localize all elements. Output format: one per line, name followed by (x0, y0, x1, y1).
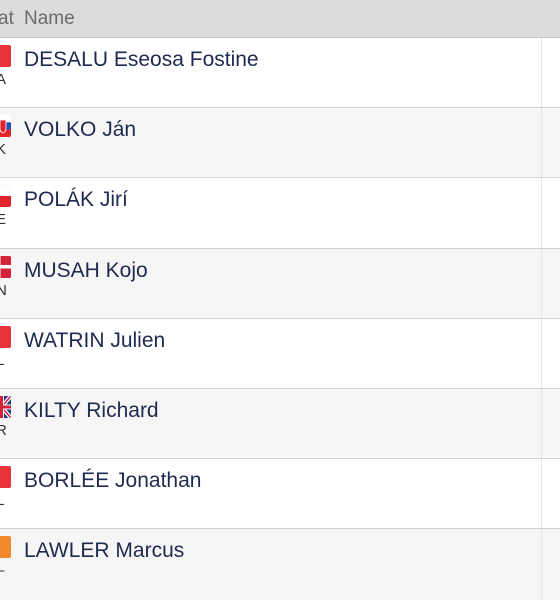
table-row[interactable]: – LAWLER Marcus (0, 529, 560, 600)
country-code: L (0, 492, 5, 510)
table-row[interactable]: L WATRIN Julien (0, 318, 560, 389)
red-flag-icon (0, 45, 11, 67)
column-divider (541, 459, 542, 529)
table-body: A DESALU Eseosa Fostine K VOLKO Ján (0, 38, 560, 600)
table-row[interactable]: N MUSAH Kojo (0, 248, 560, 319)
country-code: R (0, 421, 7, 439)
slovakia-flag-icon (0, 115, 11, 138)
nat-column-header[interactable]: at (0, 8, 14, 29)
table-row[interactable]: K VOLKO Ján (0, 108, 560, 179)
country-code: K (0, 141, 7, 159)
column-divider (541, 529, 542, 600)
athlete-name[interactable]: KILTY Richard (24, 398, 159, 422)
athlete-name[interactable]: VOLKO Ján (24, 118, 137, 142)
column-divider (541, 388, 542, 459)
column-divider (541, 108, 542, 178)
table-row[interactable]: A DESALU Eseosa Fostine (0, 38, 560, 109)
country-code: L (0, 351, 5, 369)
country-code: E (0, 211, 7, 229)
column-divider (541, 38, 542, 108)
country-code: A (0, 71, 7, 88)
table-row[interactable]: R KILTY Richard (0, 388, 560, 460)
red-flag-icon (0, 325, 11, 348)
column-divider (541, 318, 542, 388)
czech-flag-icon (0, 185, 11, 208)
table-header: at Name (0, 0, 560, 38)
table-row[interactable]: E POLÁK Jirí (0, 178, 560, 249)
uk-flag-icon (0, 395, 11, 418)
column-divider (541, 178, 542, 248)
table-row[interactable]: L BORLÉE Jonathan (0, 459, 560, 530)
athlete-name[interactable]: LAWLER Marcus (24, 539, 185, 563)
athlete-name[interactable]: DESALU Eseosa Fostine (24, 48, 259, 71)
country-code: – (0, 562, 4, 579)
athlete-name[interactable]: WATRIN Julien (24, 328, 166, 352)
athlete-name[interactable]: POLÁK Jirí (24, 188, 128, 212)
name-column-header[interactable]: Name (24, 8, 75, 29)
column-divider (541, 248, 542, 318)
country-code: N (0, 281, 7, 299)
red-flag-icon (0, 466, 11, 489)
athlete-name[interactable]: MUSAH Kojo (24, 258, 148, 282)
denmark-flag-icon (0, 255, 11, 278)
orange-flag-icon (0, 536, 11, 559)
athlete-name[interactable]: BORLÉE Jonathan (24, 469, 202, 493)
